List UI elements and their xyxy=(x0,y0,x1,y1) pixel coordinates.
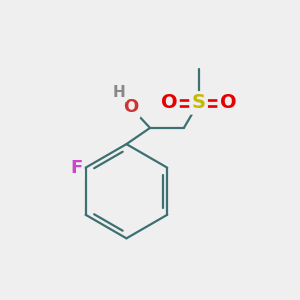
Text: O: O xyxy=(220,93,236,112)
Text: O: O xyxy=(161,93,178,112)
Text: H: H xyxy=(113,85,125,100)
Text: S: S xyxy=(192,93,206,112)
Text: F: F xyxy=(70,159,82,177)
Text: O: O xyxy=(123,98,139,116)
